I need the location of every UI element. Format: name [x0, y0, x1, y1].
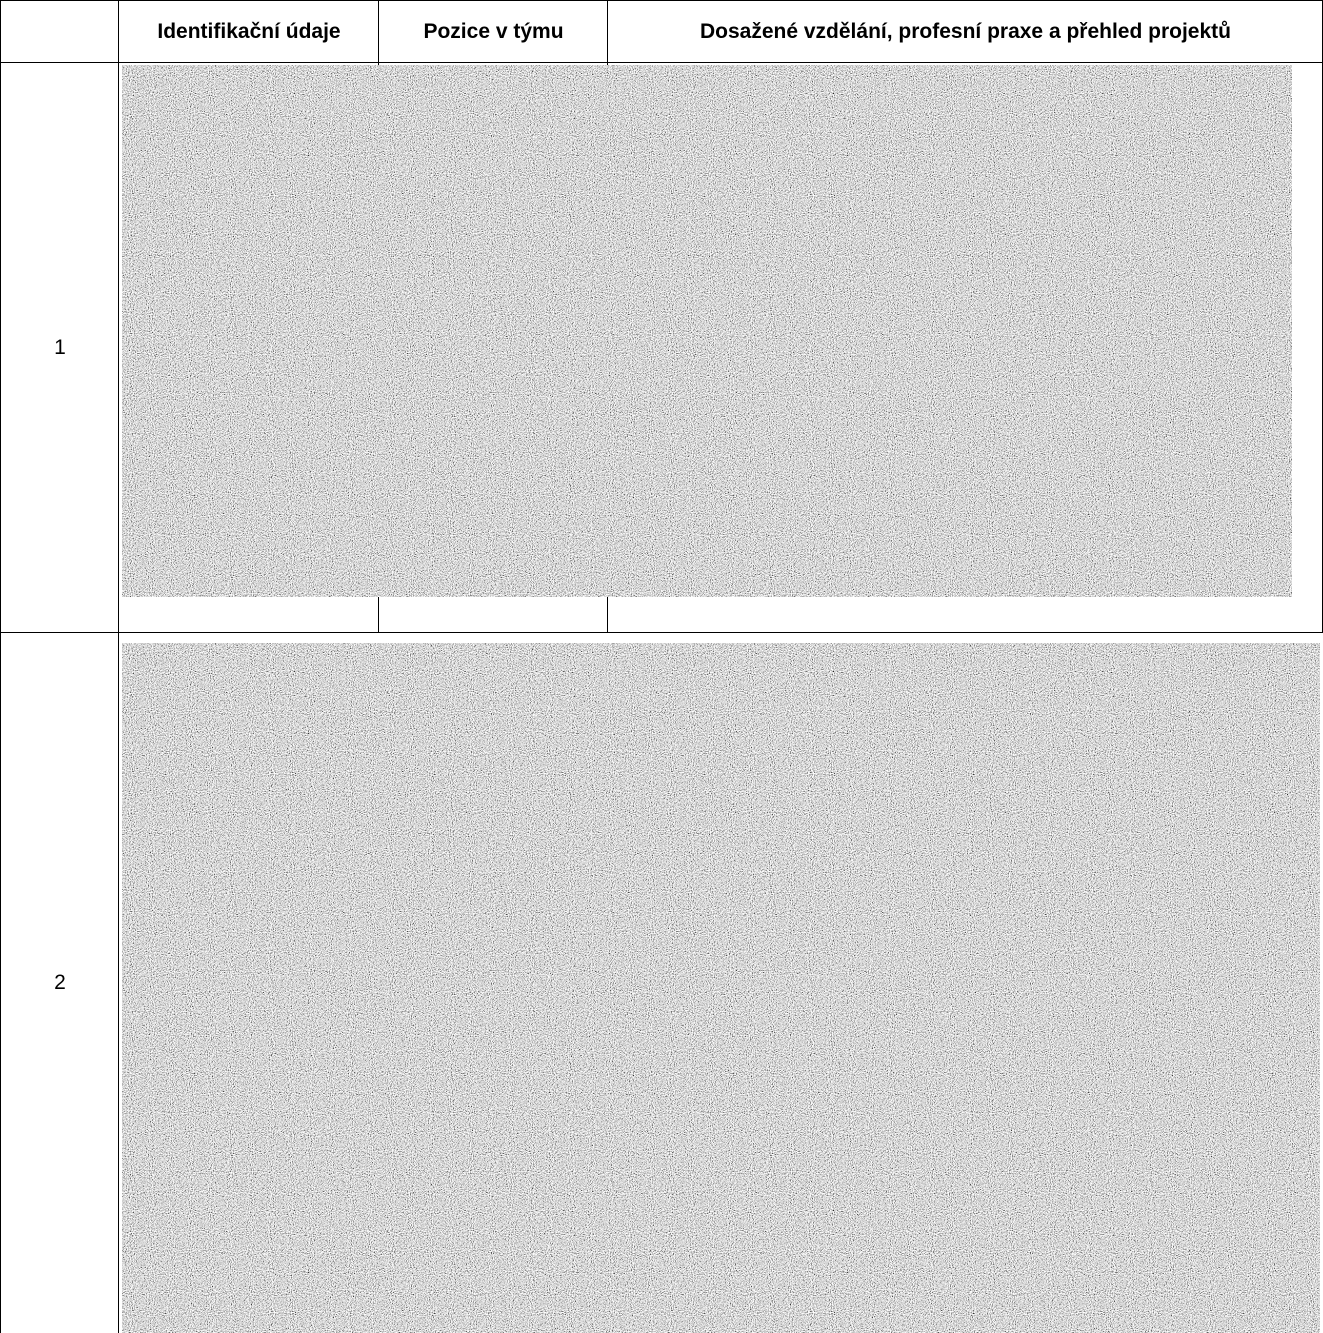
header-corner [0, 0, 119, 63]
header-text: Dosažené vzdělání, profesní praxe a přeh… [700, 20, 1231, 43]
noise-fill [122, 65, 1292, 597]
redacted-image [122, 643, 1320, 1333]
header-text: Pozice v týmu [423, 20, 564, 43]
header-cell: Identifikační údaje [118, 0, 379, 63]
header-cell: Pozice v týmu [378, 0, 608, 63]
redacted-image [122, 65, 1292, 597]
row-number-cell: 1 [0, 62, 119, 633]
header-text: Identifikační údaje [157, 20, 341, 43]
row-number: 1 [54, 336, 66, 359]
cell [118, 632, 1323, 1333]
row-number: 2 [54, 971, 66, 994]
header-cell: Dosažené vzdělání, profesní praxe a přeh… [607, 0, 1323, 63]
cell [118, 62, 379, 633]
row-number-cell: 2 [0, 632, 119, 1333]
noise-fill [122, 643, 1320, 1333]
